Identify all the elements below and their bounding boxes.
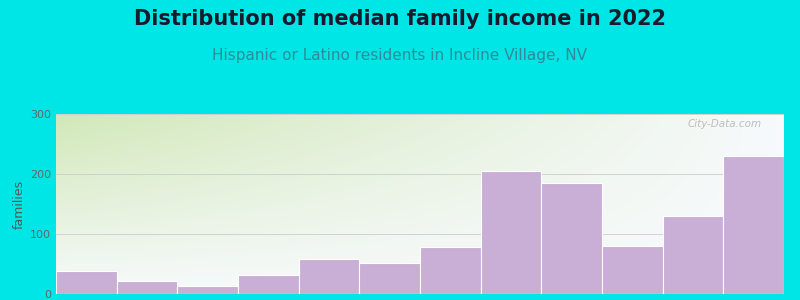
Bar [56, 271, 117, 294]
Bar [662, 216, 723, 294]
Bar [117, 281, 178, 294]
Bar [481, 171, 542, 294]
Text: Hispanic or Latino residents in Incline Village, NV: Hispanic or Latino residents in Incline … [213, 48, 587, 63]
Text: City-Data.com: City-Data.com [688, 119, 762, 129]
Bar [602, 246, 662, 294]
Bar [238, 275, 298, 294]
Text: Distribution of median family income in 2022: Distribution of median family income in … [134, 9, 666, 29]
Bar [298, 259, 359, 294]
Y-axis label: families: families [13, 179, 26, 229]
Bar [420, 247, 481, 294]
Bar [359, 263, 420, 294]
Bar [723, 156, 784, 294]
Bar [542, 183, 602, 294]
Bar [178, 286, 238, 294]
